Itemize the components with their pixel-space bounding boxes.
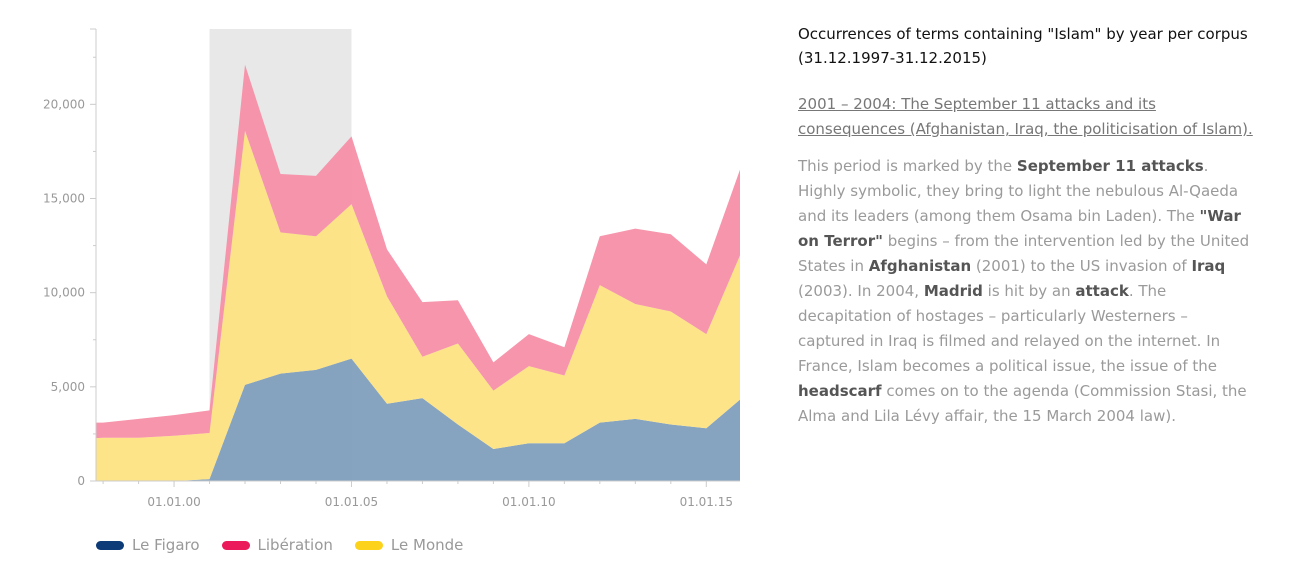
panel-body: This period is marked by the September 1… [798, 154, 1258, 429]
area-series-2 [96, 64, 740, 439]
y-tick-label: 0 [77, 474, 85, 488]
panel-subtitle-link[interactable]: 2001 – 2004: The September 11 attacks an… [798, 95, 1253, 138]
stacked-area-chart: 0 5,000 10,000 15,000 20,000 01.01.00 01.01.05… [43, 28, 740, 509]
x-tick-label: 01.01.10 [502, 495, 555, 509]
body-emphasis: Madrid [923, 282, 983, 300]
body-text: (2001) to the US invasion of [971, 257, 1192, 275]
area-series-0 [96, 358, 740, 481]
area-series-1 [96, 130, 740, 481]
body-emphasis: Afghanistan [868, 257, 972, 275]
body-emphasis: "War on Terror" [798, 207, 1241, 250]
x-tick-label: 01.01.05 [325, 495, 378, 509]
body-emphasis: attack [1075, 282, 1129, 300]
legend-label: Le Figaro [132, 536, 200, 554]
y-tick-label: 15,000 [43, 192, 85, 206]
body-emphasis: September 11 attacks [1016, 157, 1204, 175]
x-tick-label: 01.01.00 [147, 495, 200, 509]
body-text: (2003). In 2004, [798, 282, 924, 300]
legend-label: Libération [257, 536, 333, 554]
body-text: comes on to the agenda (Commission Stasi… [798, 382, 1247, 425]
body-emphasis: Iraq [1191, 257, 1226, 275]
legend-item-le-monde[interactable]: Le Monde [354, 536, 464, 554]
legend-label: Le Monde [390, 536, 464, 554]
body-text: begins – from the intervention led by th… [798, 232, 1250, 275]
body-text: is hit by an [982, 282, 1076, 300]
x-tick-label: 01.01.15 [680, 495, 733, 509]
y-tick-label: 10,000 [43, 286, 85, 300]
chart-legend: Le Figaro Libération Le Monde [96, 536, 463, 554]
legend-swatch-liberation [221, 540, 250, 550]
text-panel: Occurrences of terms containing "Islam" … [798, 22, 1258, 429]
legend-swatch-le-figaro [96, 540, 124, 550]
panel-title: Occurrences of terms containing "Islam" … [798, 25, 1248, 67]
y-tick-label: 5,000 [51, 380, 85, 394]
legend-swatch-le-monde [354, 540, 383, 550]
body-text: . The decapitation of hostages – particu… [798, 282, 1221, 375]
axis-layer: 0 5,000 10,000 15,000 20,000 01.01.00 01.01.05… [43, 28, 740, 509]
legend-item-le-figaro[interactable]: Le Figaro [96, 536, 200, 554]
body-text: This period is marked by the [798, 157, 1017, 175]
body-emphasis: headscarf [798, 382, 882, 400]
body-text: . Highly symbolic, they bring to light t… [798, 157, 1239, 225]
area-layer [96, 64, 740, 481]
y-tick-label: 20,000 [43, 97, 85, 111]
legend-item-liberation[interactable]: Libération [221, 536, 333, 554]
